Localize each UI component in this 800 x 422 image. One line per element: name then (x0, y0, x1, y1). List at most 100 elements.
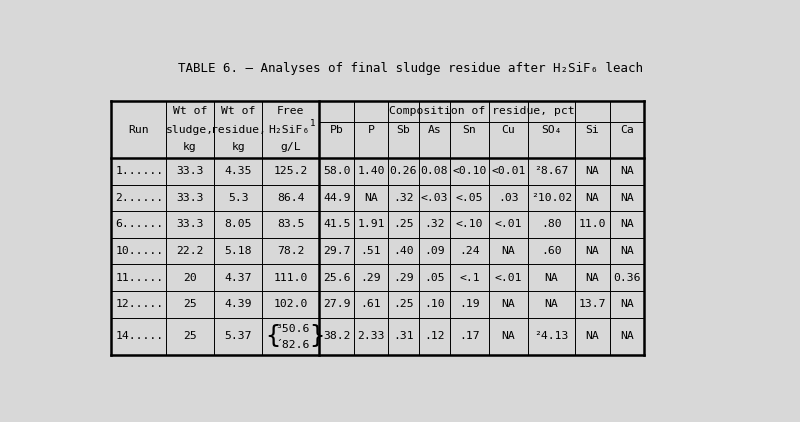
Text: Ca: Ca (620, 125, 634, 135)
Text: NA: NA (502, 331, 515, 341)
Text: <.1: <.1 (459, 273, 480, 283)
Text: 29.7: 29.7 (323, 246, 350, 256)
Text: }: } (310, 325, 325, 349)
Text: 102.0: 102.0 (274, 300, 308, 309)
Text: .09: .09 (424, 246, 445, 256)
Text: Wt of: Wt of (221, 106, 255, 116)
Text: P: P (367, 125, 374, 135)
Text: .05: .05 (424, 273, 445, 283)
Text: 25: 25 (183, 331, 197, 341)
Text: NA: NA (620, 300, 634, 309)
Text: Run: Run (128, 125, 149, 135)
Text: NA: NA (620, 246, 634, 256)
Text: H₂SiF₆: H₂SiF₆ (268, 125, 309, 135)
Text: .25: .25 (393, 300, 414, 309)
Text: .51: .51 (361, 246, 382, 256)
Text: ²4.13: ²4.13 (534, 331, 569, 341)
Text: NA: NA (586, 246, 599, 256)
Text: 11.0: 11.0 (578, 219, 606, 230)
Text: .03: .03 (498, 193, 519, 203)
Text: 27.9: 27.9 (323, 300, 350, 309)
Text: sludge,: sludge, (166, 125, 214, 135)
Text: <0.10: <0.10 (452, 166, 486, 176)
Text: Pb: Pb (330, 125, 344, 135)
Text: 4.35: 4.35 (225, 166, 252, 176)
Text: NA: NA (502, 300, 515, 309)
Text: As: As (427, 125, 441, 135)
Text: ´82.6: ´82.6 (275, 340, 310, 350)
Text: 4.39: 4.39 (225, 300, 252, 309)
Text: NA: NA (545, 273, 558, 283)
Text: Sn: Sn (462, 125, 476, 135)
Text: ²8.67: ²8.67 (534, 166, 569, 176)
Text: NA: NA (586, 331, 599, 341)
Text: .29: .29 (393, 273, 414, 283)
Text: NA: NA (620, 193, 634, 203)
Text: 6......: 6...... (115, 219, 164, 230)
Text: 38.2: 38.2 (323, 331, 350, 341)
Text: 0.36: 0.36 (614, 273, 641, 283)
Text: .80: .80 (541, 219, 562, 230)
Text: Free: Free (278, 106, 305, 116)
Text: .32: .32 (393, 193, 414, 203)
Text: 78.2: 78.2 (278, 246, 305, 256)
Text: <0.01: <0.01 (491, 166, 526, 176)
Text: NA: NA (620, 219, 634, 230)
Text: NA: NA (586, 193, 599, 203)
Text: 111.0: 111.0 (274, 273, 308, 283)
Text: 125.2: 125.2 (274, 166, 308, 176)
Text: kg: kg (183, 143, 197, 152)
Text: Si: Si (586, 125, 599, 135)
Text: Wt of: Wt of (173, 106, 207, 116)
Text: .17: .17 (459, 331, 480, 341)
Text: .10: .10 (424, 300, 445, 309)
Text: <.10: <.10 (456, 219, 483, 230)
Text: NA: NA (586, 166, 599, 176)
Text: 25.6: 25.6 (323, 273, 350, 283)
Text: NA: NA (620, 166, 634, 176)
Text: residue,: residue, (210, 125, 266, 135)
Text: .25: .25 (393, 219, 414, 230)
Text: Composition of residue, pct: Composition of residue, pct (389, 106, 574, 116)
Text: kg: kg (231, 143, 245, 152)
Text: 20: 20 (183, 273, 197, 283)
Text: <.03: <.03 (421, 193, 448, 203)
Text: 44.9: 44.9 (323, 193, 350, 203)
Text: 11.....: 11..... (115, 273, 164, 283)
Text: .29: .29 (361, 273, 382, 283)
Text: 33.3: 33.3 (176, 166, 204, 176)
Text: g/L: g/L (281, 143, 302, 152)
Text: 14.....: 14..... (115, 331, 164, 341)
Text: 58.0: 58.0 (323, 166, 350, 176)
Text: NA: NA (364, 193, 378, 203)
Text: 10.....: 10..... (115, 246, 164, 256)
Text: 1......: 1...... (115, 166, 164, 176)
Text: 5.37: 5.37 (225, 331, 252, 341)
Text: NA: NA (620, 331, 634, 341)
Text: NA: NA (502, 246, 515, 256)
Text: 25: 25 (183, 300, 197, 309)
Text: 41.5: 41.5 (323, 219, 350, 230)
Text: {: { (266, 325, 280, 349)
Text: 4.37: 4.37 (225, 273, 252, 283)
Text: NA: NA (586, 273, 599, 283)
Text: 2.33: 2.33 (357, 331, 385, 341)
Text: <.01: <.01 (495, 273, 522, 283)
Text: 5.18: 5.18 (225, 246, 252, 256)
Text: 1.40: 1.40 (357, 166, 385, 176)
Text: .32: .32 (424, 219, 445, 230)
Text: Cu: Cu (502, 125, 515, 135)
Text: TABLE 6. – Analyses of final sludge residue after H₂SiF₆ leach: TABLE 6. – Analyses of final sludge resi… (178, 62, 642, 75)
Text: .40: .40 (393, 246, 414, 256)
Text: .12: .12 (424, 331, 445, 341)
Text: 8.05: 8.05 (225, 219, 252, 230)
Text: 83.5: 83.5 (278, 219, 305, 230)
Text: <.01: <.01 (495, 219, 522, 230)
Text: 0.26: 0.26 (390, 166, 417, 176)
Text: .24: .24 (459, 246, 480, 256)
Text: 1.91: 1.91 (357, 219, 385, 230)
Text: .19: .19 (459, 300, 480, 309)
Text: 13.7: 13.7 (578, 300, 606, 309)
Text: SO₄: SO₄ (541, 125, 562, 135)
Text: 5.3: 5.3 (228, 193, 249, 203)
